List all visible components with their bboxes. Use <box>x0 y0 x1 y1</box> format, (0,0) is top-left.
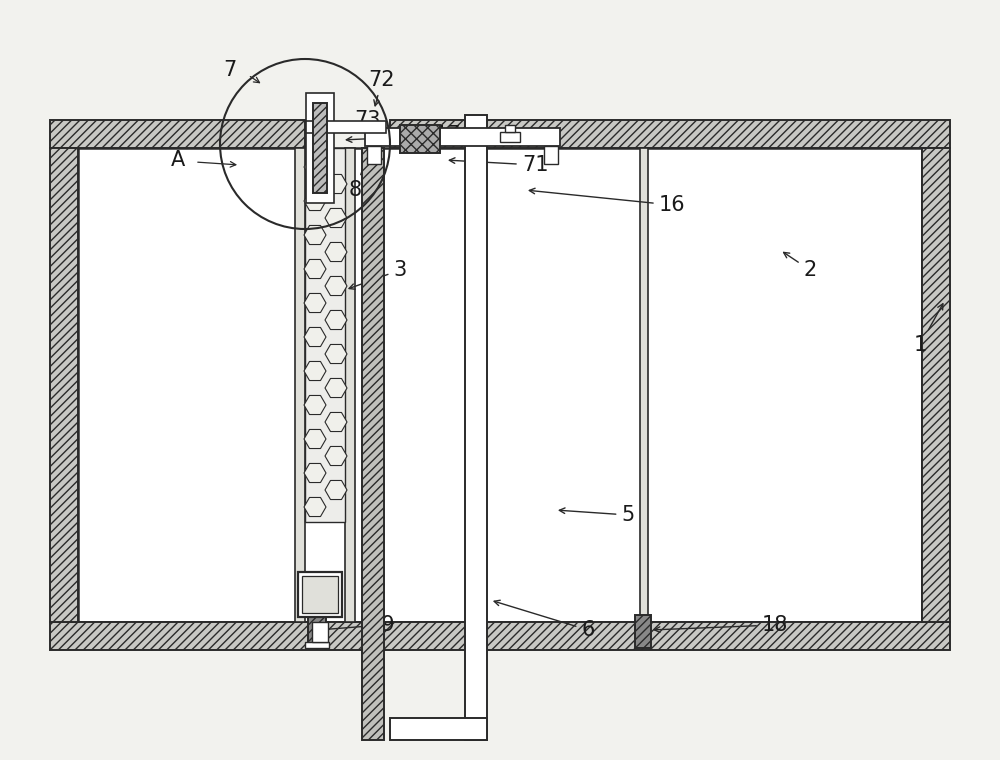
Text: 3: 3 <box>349 260 407 290</box>
Bar <box>544 146 558 164</box>
Bar <box>78 148 922 622</box>
Bar <box>306 93 334 203</box>
Bar <box>922 148 950 622</box>
Text: 8: 8 <box>348 159 367 200</box>
Bar <box>400 125 440 153</box>
Bar <box>390 120 950 148</box>
Bar <box>50 148 78 622</box>
Text: 73: 73 <box>355 110 381 141</box>
Bar <box>295 148 305 622</box>
Bar <box>306 121 386 133</box>
Text: 6: 6 <box>494 600 595 640</box>
Bar <box>640 148 648 622</box>
Text: 5: 5 <box>559 505 635 525</box>
Bar <box>313 103 327 193</box>
Bar <box>50 120 305 148</box>
Text: A: A <box>171 150 185 170</box>
Text: 19: 19 <box>322 615 395 635</box>
Bar <box>305 148 345 522</box>
Bar <box>50 622 950 650</box>
Bar <box>465 115 487 740</box>
Text: 18: 18 <box>654 615 788 635</box>
Text: 72: 72 <box>369 70 395 106</box>
Bar <box>305 642 329 648</box>
Text: 7: 7 <box>223 60 237 80</box>
Text: 17: 17 <box>346 125 461 145</box>
Bar <box>367 146 381 164</box>
Bar <box>500 132 520 142</box>
Bar <box>302 576 338 613</box>
Bar <box>362 148 384 740</box>
Bar <box>308 612 326 648</box>
Bar <box>505 125 515 132</box>
Bar <box>390 718 487 740</box>
Bar <box>345 148 355 622</box>
Text: 1: 1 <box>913 304 943 355</box>
Text: 2: 2 <box>784 252 817 280</box>
Text: 16: 16 <box>529 188 685 215</box>
Bar <box>635 615 651 648</box>
Bar <box>365 128 560 146</box>
Bar <box>312 622 328 642</box>
Bar <box>298 572 342 617</box>
Text: 71: 71 <box>449 155 548 175</box>
